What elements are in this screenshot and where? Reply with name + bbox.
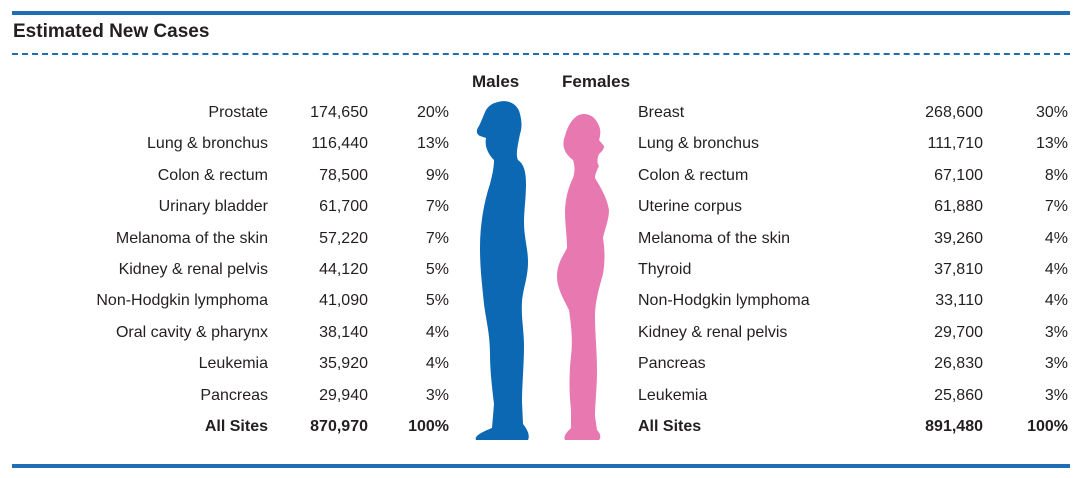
male-percent-value: 20% <box>416 104 449 121</box>
female-cases-value: 29,700 <box>934 323 983 341</box>
female-row: Lung & bronchus 111,710 13% <box>638 128 1068 159</box>
bottom-rule <box>12 464 1070 468</box>
female-row: Thyroid 37,810 4% <box>638 254 1068 285</box>
male-cases-value: 44,120 <box>319 261 368 278</box>
male-row: Melanoma of the skin 57,220 7% <box>0 223 460 254</box>
female-site-label: Pancreas <box>638 355 706 373</box>
female-site-label: Leukemia <box>638 386 708 404</box>
male-row: Urinary bladder 61,700 7% <box>0 191 460 222</box>
male-cases-value: 78,500 <box>319 166 368 184</box>
female-site-label: Colon & rectum <box>638 166 749 184</box>
male-site-label: Leukemia <box>198 355 268 373</box>
top-rule <box>12 11 1070 15</box>
female-row: Uterine corpus 61,880 7% <box>638 191 1068 222</box>
male-row: Pancreas 29,940 3% <box>0 380 460 411</box>
male-percent-value: 100% <box>408 418 449 435</box>
male-row: Oral cavity & pharynx 38,140 4% <box>0 317 460 348</box>
male-site-label: All Sites <box>204 418 268 435</box>
male-total-row: All Sites 870,970 100% <box>0 411 460 442</box>
male-percent-value: 5% <box>425 292 449 310</box>
male-percent-value: 4% <box>425 355 449 373</box>
female-percent-value: 8% <box>1044 166 1068 184</box>
female-row: Kidney & renal pelvis 29,700 3% <box>638 317 1068 348</box>
males-header: Males <box>472 72 520 91</box>
female-silhouette-shape <box>557 114 609 440</box>
female-percent-value: 30% <box>1035 104 1068 121</box>
female-cases-value: 33,110 <box>935 292 983 310</box>
male-percent-value: 13% <box>416 135 449 153</box>
male-cases-value: 38,140 <box>319 323 368 341</box>
female-cases-value: 37,810 <box>934 261 983 278</box>
female-cases-value: 891,480 <box>925 418 983 435</box>
male-percent-value: 7% <box>425 198 449 216</box>
male-percent-value: 5% <box>425 261 449 278</box>
female-percent-value: 7% <box>1044 198 1068 216</box>
male-row: Colon & rectum 78,500 9% <box>0 160 460 191</box>
female-row: Colon & rectum 67,100 8% <box>638 160 1068 191</box>
female-cases-value: 268,600 <box>925 104 983 121</box>
female-percent-value: 13% <box>1035 135 1068 153</box>
male-site-label: Colon & rectum <box>157 166 268 184</box>
male-site-label: Oral cavity & pharynx <box>115 323 268 341</box>
female-cases-value: 111,710 <box>927 135 983 153</box>
male-cases-value: 35,920 <box>319 355 368 373</box>
male-cases-value: 116,440 <box>311 135 368 153</box>
male-cases-value: 41,090 <box>319 292 368 310</box>
female-site-label: Thyroid <box>638 261 692 278</box>
female-row: Non-Hodgkin lymphoma 33,110 4% <box>638 285 1068 316</box>
male-site-label: Prostate <box>208 104 268 121</box>
male-site-label: Lung & bronchus <box>147 135 268 153</box>
male-row: Prostate 174,650 20% <box>0 97 460 128</box>
male-row: Lung & bronchus 116,440 13% <box>0 128 460 159</box>
female-row: Melanoma of the skin 39,260 4% <box>638 223 1068 254</box>
male-percent-value: 4% <box>425 323 449 341</box>
female-percent-value: 4% <box>1044 229 1068 247</box>
male-percent-value: 3% <box>425 386 449 404</box>
female-site-label: Uterine corpus <box>638 198 743 216</box>
male-silhouette-shape <box>475 101 529 441</box>
female-percent-value: 4% <box>1044 261 1068 278</box>
female-row: Leukemia 25,860 3% <box>638 380 1068 411</box>
male-cases-value: 870,970 <box>310 418 368 435</box>
female-percent-value: 4% <box>1044 292 1068 310</box>
male-silhouette-icon <box>475 101 529 441</box>
female-cases-value: 67,100 <box>934 166 983 184</box>
female-site-label: Non-Hodgkin lymphoma <box>638 292 810 310</box>
female-cases-value: 61,880 <box>934 198 983 216</box>
male-site-label: Urinary bladder <box>158 198 268 216</box>
female-percent-value: 3% <box>1044 386 1068 404</box>
male-percent-value: 7% <box>425 229 449 247</box>
male-site-label: Kidney & renal pelvis <box>118 261 268 278</box>
male-cases-value: 174,650 <box>310 104 368 121</box>
male-cases-value: 29,940 <box>319 386 368 404</box>
female-site-label: Kidney & renal pelvis <box>638 323 788 341</box>
females-header: Females <box>562 72 631 91</box>
female-site-label: Lung & bronchus <box>638 135 759 153</box>
female-row: Pancreas 26,830 3% <box>638 348 1068 379</box>
female-row: Breast 268,600 30% <box>638 97 1068 128</box>
dashed-divider <box>12 53 1070 55</box>
male-site-label: Melanoma of the skin <box>115 229 268 247</box>
female-silhouette-icon <box>557 114 609 440</box>
female-cases-value: 39,260 <box>934 229 983 247</box>
male-site-label: Non-Hodgkin lymphoma <box>96 292 268 310</box>
female-percent-value: 3% <box>1044 323 1068 341</box>
female-percent-value: 3% <box>1044 355 1068 373</box>
female-cases-value: 26,830 <box>934 355 983 373</box>
female-site-label: All Sites <box>638 418 702 435</box>
female-cases-value: 25,860 <box>934 386 983 404</box>
male-row: Leukemia 35,920 4% <box>0 348 460 379</box>
male-cases-value: 57,220 <box>319 229 368 247</box>
male-cases-value: 61,700 <box>319 198 368 216</box>
female-percent-value: 100% <box>1027 418 1068 435</box>
male-percent-value: 9% <box>425 166 449 184</box>
male-site-label: Pancreas <box>200 386 268 404</box>
page-title: Estimated New Cases <box>13 21 210 42</box>
male-row: Non-Hodgkin lymphoma 41,090 5% <box>0 285 460 316</box>
female-site-label: Breast <box>638 104 685 121</box>
female-total-row: All Sites 891,480 100% <box>638 411 1068 442</box>
female-site-label: Melanoma of the skin <box>638 229 791 247</box>
male-row: Kidney & renal pelvis 44,120 5% <box>0 254 460 285</box>
